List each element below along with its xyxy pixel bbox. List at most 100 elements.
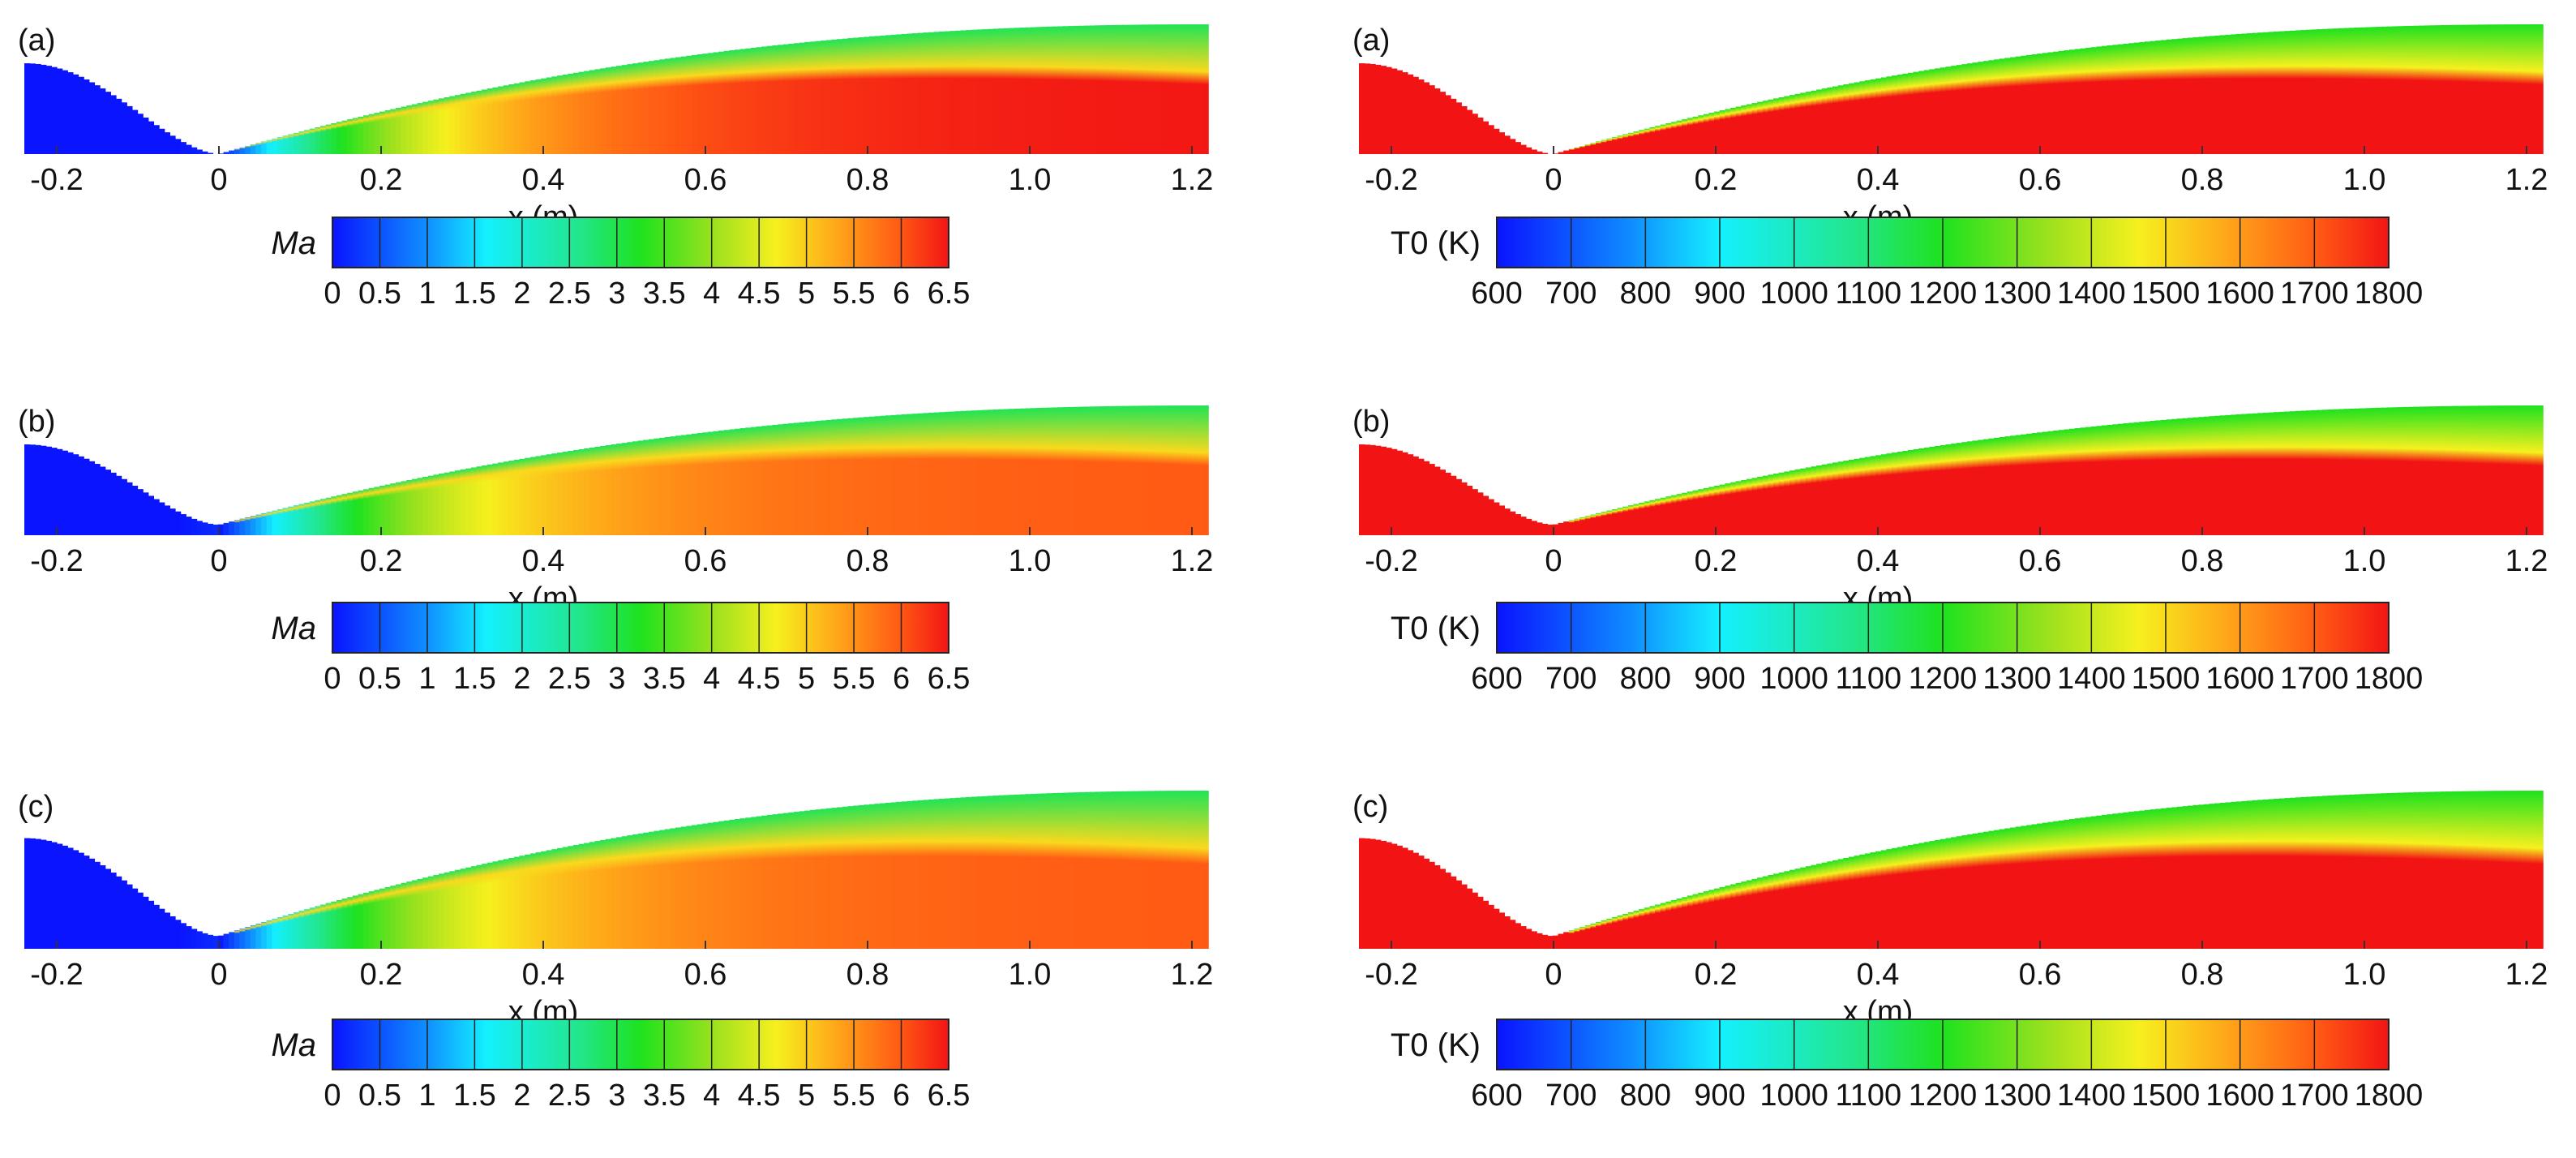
flow-strip bbox=[1074, 792, 1080, 949]
flow-strip bbox=[562, 847, 569, 949]
flow-strip bbox=[1994, 59, 2000, 154]
flow-strip bbox=[282, 915, 289, 949]
flow-strip bbox=[799, 422, 806, 535]
colorbar-tick-label: 0 bbox=[324, 277, 341, 311]
flow-strip bbox=[1892, 452, 1898, 535]
flow-strip bbox=[1498, 912, 1505, 949]
flow-strip bbox=[207, 523, 214, 535]
flow-strip bbox=[486, 88, 494, 154]
flow-strip bbox=[541, 455, 547, 535]
flow-strip bbox=[470, 866, 478, 949]
flow-strip bbox=[433, 875, 439, 949]
flow-strip bbox=[2160, 808, 2167, 949]
flow-strip bbox=[1025, 408, 1031, 535]
x-tick-label: -0.2 bbox=[30, 958, 83, 992]
flow-strip bbox=[2311, 796, 2318, 949]
flow-strip bbox=[1164, 24, 1172, 155]
flow-strip bbox=[191, 929, 198, 949]
flow-strip bbox=[234, 930, 241, 949]
flow-strip bbox=[45, 840, 52, 949]
flow-strip bbox=[2365, 27, 2372, 155]
flow-strip bbox=[498, 462, 504, 535]
flow-strip bbox=[164, 505, 170, 535]
flow-strip bbox=[880, 415, 886, 535]
flow-strip bbox=[35, 444, 41, 535]
flow-strip bbox=[1531, 521, 1537, 535]
flow-strip bbox=[2074, 49, 2081, 154]
flow-strip bbox=[121, 880, 127, 949]
flow-strip bbox=[88, 461, 96, 535]
flow-strip bbox=[1192, 791, 1198, 949]
flow-strip bbox=[2010, 57, 2017, 154]
flow-strip bbox=[546, 454, 553, 535]
flow-strip bbox=[2413, 791, 2420, 949]
flow-strip bbox=[659, 59, 666, 154]
flow-strip bbox=[1692, 490, 1699, 535]
flow-strip bbox=[1988, 438, 1995, 535]
flow-strip bbox=[2182, 806, 2188, 949]
colorbar-label: Ma bbox=[271, 225, 316, 261]
flow-strip bbox=[572, 449, 580, 535]
flow-strip bbox=[1601, 139, 1608, 154]
flow-strip bbox=[347, 492, 354, 535]
flow-strip bbox=[2231, 414, 2237, 535]
flow-strip bbox=[1402, 847, 1408, 949]
flow-strip bbox=[131, 888, 139, 949]
flow-strip bbox=[2451, 24, 2458, 154]
flow-strip bbox=[2182, 38, 2188, 155]
flow-strip bbox=[2235, 33, 2243, 155]
flow-strip bbox=[2247, 414, 2253, 535]
flow-strip bbox=[513, 856, 521, 949]
flow-strip bbox=[1117, 405, 1123, 535]
flow-strip bbox=[143, 117, 149, 154]
flow-strip bbox=[1784, 871, 1790, 949]
flow-strip bbox=[2085, 817, 2092, 949]
flow-strip bbox=[2360, 27, 2366, 154]
flow-strip bbox=[1956, 443, 1963, 535]
flow-strip bbox=[1493, 908, 1500, 949]
flow-strip bbox=[1773, 474, 1780, 535]
flow-strip bbox=[1784, 471, 1790, 535]
flow-strip bbox=[1854, 856, 1860, 949]
flow-strip bbox=[2198, 36, 2205, 154]
flow-strip bbox=[2241, 33, 2248, 154]
flow-strip bbox=[611, 66, 617, 154]
flow-strip bbox=[401, 481, 407, 535]
flow-strip bbox=[1746, 478, 1753, 535]
flow-strip bbox=[723, 820, 731, 949]
flow-strip bbox=[637, 440, 644, 535]
flow-strip bbox=[1202, 791, 1209, 949]
flow-strip bbox=[627, 64, 633, 154]
flow-strip bbox=[1149, 405, 1155, 535]
flow-strip bbox=[1725, 483, 1731, 535]
x-tick-label: 0.2 bbox=[360, 958, 403, 992]
flow-strip bbox=[2397, 792, 2404, 949]
flow-strip bbox=[1488, 499, 1494, 535]
flow-strip bbox=[272, 918, 278, 949]
flow-strip bbox=[1035, 793, 1043, 949]
flow-strip bbox=[1827, 463, 1833, 535]
x-tick-label: 0.2 bbox=[1695, 958, 1738, 992]
colorbar-tick-label: 3.5 bbox=[643, 662, 686, 696]
flow-strip bbox=[1703, 114, 1710, 154]
flow-strip bbox=[411, 880, 418, 949]
flow-strip bbox=[901, 33, 908, 155]
flow-strip bbox=[1509, 139, 1516, 154]
colorbar-tick-label: 0 bbox=[324, 662, 341, 696]
flow-strip bbox=[1778, 872, 1785, 949]
colorbar bbox=[332, 602, 949, 654]
flow-strip bbox=[788, 43, 795, 155]
flow-strip bbox=[2025, 54, 2033, 154]
flow-strip bbox=[1095, 25, 1102, 154]
flow-strip bbox=[949, 31, 956, 155]
flow-strip bbox=[288, 134, 294, 154]
colorbar-tick-label: 1700 bbox=[2280, 662, 2349, 696]
flow-strip bbox=[637, 833, 644, 949]
flow-strip bbox=[1644, 907, 1651, 949]
flow-strip bbox=[454, 869, 461, 949]
x-tick-label: 1.0 bbox=[1009, 958, 1052, 992]
colorbar-tick-label: 2 bbox=[513, 662, 530, 696]
panel-4: -0.2 0 0.2 0.4 0.6 0.8 1.0 1.2x (m)(b)600 700 800… bbox=[1352, 405, 2548, 696]
colorbar-tick-label: 1300 bbox=[1982, 277, 2051, 311]
flow-strip bbox=[2107, 45, 2113, 154]
